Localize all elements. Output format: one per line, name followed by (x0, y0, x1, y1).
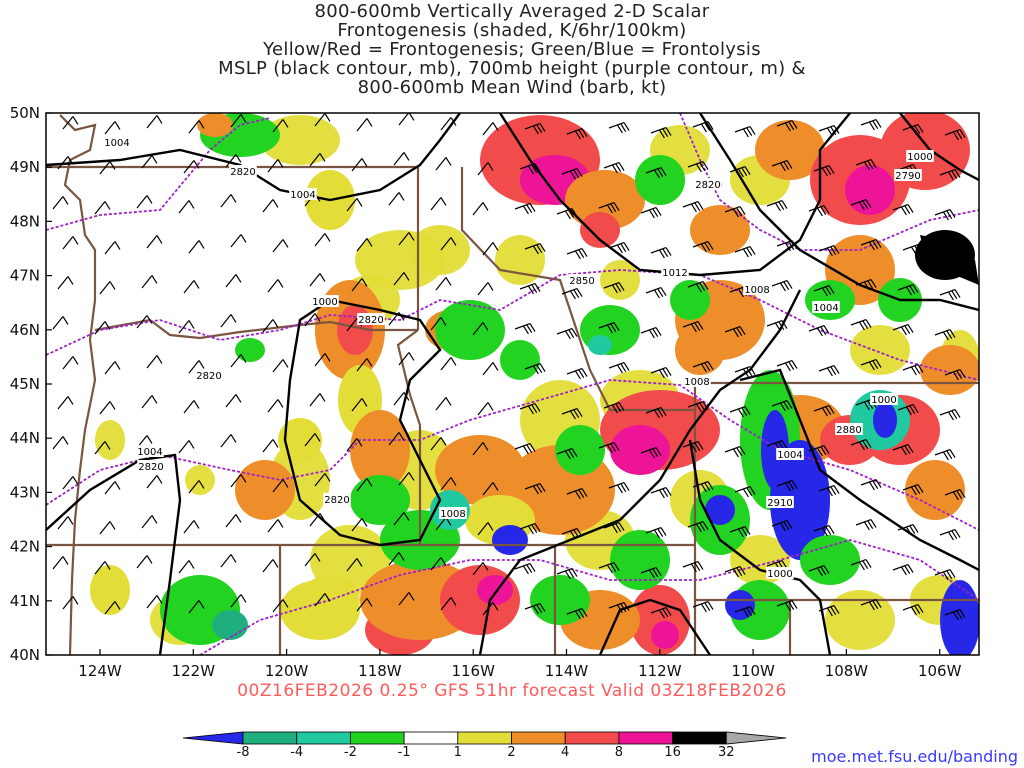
lat-tick-label: 48N (10, 212, 40, 230)
mslp-contours (46, 113, 979, 655)
colorbar-tick-label: 16 (664, 745, 681, 760)
height-label: 2820 (138, 462, 163, 473)
height-label: 2790 (895, 171, 920, 182)
lat-tick-label: 45N (10, 375, 40, 393)
title-line-3: Yellow/Red = Frontogenesis; Green/Blue =… (263, 39, 761, 60)
mslp-label: 1004 (290, 190, 315, 201)
colorbar-tick-label: -2 (343, 745, 357, 760)
mslp-label: 1012 (662, 268, 687, 279)
longitude-axis: 124W 122W 120W 118W 116W 114W 112W 110W 108W 106W (78, 649, 962, 680)
colorbar-swatch (296, 731, 351, 745)
lat-tick-label: 44N (10, 429, 40, 447)
mslp-label: 1004 (104, 138, 129, 149)
mslp-label: 1008 (684, 377, 709, 388)
lon-tick-label: 122W (172, 662, 216, 680)
colorbar-tick-label: -1 (397, 745, 411, 760)
lon-tick-label: 108W (825, 662, 869, 680)
latitude-axis: 50N 49N 48N 47N 46N 45N 44N 43N 42N 41N 40N (10, 104, 52, 664)
lat-tick-label: 46N (10, 321, 40, 339)
title-line-5: 800-600mb Mean Wind (barb, kt) (357, 77, 667, 98)
height-label: 2820 (230, 167, 255, 178)
colorbar-swatch (511, 731, 566, 745)
mslp-label: 1000 (312, 297, 337, 308)
colorbar-tick-label: -4 (290, 745, 304, 760)
lon-tick-label: 112W (638, 662, 682, 680)
colorbar-swatch (618, 731, 674, 745)
height-label: 2820 (324, 495, 349, 506)
forecast-valid-footer: 00Z16FEB2026 0.25° GFS 51hr forecast Val… (237, 681, 787, 701)
mslp-labels: 1004 1004 1000 1012 1008 1004 1008 1000 1004 1000… (103, 136, 934, 580)
height-label: 2820 (358, 315, 383, 326)
height-labels: 2820282028202850282027902820282028202880… (137, 165, 922, 509)
title-line-2: Frontogenesis (shaded, K/6hr/100km) (337, 20, 687, 41)
lon-tick-label: 118W (358, 662, 402, 680)
lat-tick-label: 42N (10, 538, 40, 556)
lat-tick-label: 43N (10, 483, 40, 501)
mslp-label: 1000 (767, 569, 792, 580)
mslp-label: 1000 (907, 152, 932, 163)
colorbar-tick-label: 2 (507, 745, 516, 760)
colorbar-tick-label: 4 (561, 745, 570, 760)
title-line-1: 800-600mb Vertically Averaged 2-D Scalar (314, 1, 710, 22)
colorbar (182, 731, 787, 745)
lon-tick-label: 106W (918, 662, 962, 680)
title-line-4: MSLP (black contour, mb), 700mb height (… (218, 58, 806, 79)
colorbar-tick-label: 32 (718, 745, 735, 760)
mslp-label: 1008 (440, 509, 465, 520)
colorbar-tick-label: 1 (453, 745, 462, 760)
lon-tick-label: 120W (265, 662, 309, 680)
lon-tick-label: 110W (731, 662, 775, 680)
mslp-label: 1008 (744, 285, 769, 296)
mslp-label: 1004 (813, 303, 838, 314)
lat-tick-label: 49N (10, 158, 40, 176)
colorbar-swatch (672, 731, 727, 745)
lon-tick-label: 114W (545, 662, 589, 680)
lat-tick-label: 40N (10, 646, 40, 664)
lon-tick-label: 116W (451, 662, 495, 680)
colorbar-tick-label: -8 (236, 745, 250, 760)
colorbar-swatch (242, 731, 298, 745)
lat-tick-label: 50N (10, 104, 40, 122)
height-label: 2820 (695, 180, 720, 191)
height-label: 2880 (836, 425, 861, 436)
source-credit-link[interactable]: moe.met.fsu.edu/banding (811, 747, 1018, 766)
lat-tick-label: 47N (10, 267, 40, 285)
state-borders (46, 114, 979, 655)
wind-barbs (52, 113, 966, 621)
height-label: 2850 (569, 276, 594, 287)
height-label: 2820 (196, 371, 221, 382)
mslp-label: 1004 (137, 447, 162, 458)
colorbar-swatch (403, 731, 459, 745)
colorbar-swatch (349, 731, 405, 745)
height-label: 2910 (767, 498, 792, 509)
colorbar-swatch (564, 731, 620, 745)
mslp-label: 1000 (871, 395, 896, 406)
lon-tick-label: 124W (78, 662, 122, 680)
colorbar-swatch (457, 731, 512, 745)
mslp-label: 1004 (777, 450, 802, 461)
colorbar-tick-label: 8 (614, 745, 624, 760)
lat-tick-label: 41N (10, 592, 40, 610)
